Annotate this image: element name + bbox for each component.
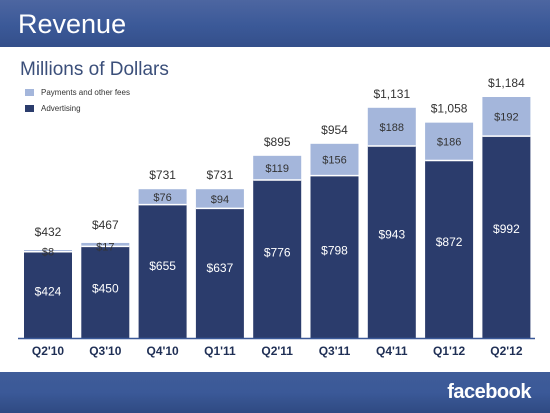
data-label-payments: $94	[211, 194, 229, 206]
bar-payments	[81, 242, 130, 247]
header-bar: Revenue	[0, 0, 550, 47]
x-tick-label: Q4'10	[146, 344, 179, 358]
chart-legend: Payments and other fees Advertising	[25, 86, 130, 118]
data-label-payments: $76	[153, 192, 171, 204]
x-tick-label: Q2'12	[490, 344, 523, 358]
legend-item-advertising: Advertising	[25, 102, 130, 114]
revenue-bar-chart: $424 $8 $432 Q2'10 $450 $17 $467 Q3'10 $655 $76 $7…	[18, 76, 535, 358]
legend-swatch-advertising	[25, 104, 34, 112]
bar-advertising	[138, 204, 187, 338]
legend-label-advertising: Advertising	[41, 103, 81, 113]
data-label-payments: $119	[265, 163, 289, 175]
page-title: Revenue	[18, 9, 127, 39]
x-tick-label: Q2'11	[261, 344, 293, 358]
x-tick-label: Q3'10	[89, 344, 122, 358]
bar-advertising	[195, 208, 244, 338]
data-label-total: $432	[35, 225, 62, 239]
data-label-advertising: $655	[149, 259, 176, 273]
legend-label-payments: Payments and other fees	[41, 87, 130, 97]
x-tick-label: Q1'12	[433, 344, 466, 358]
x-tick-label: Q3'11	[319, 344, 351, 358]
bar-advertising	[81, 246, 130, 338]
data-label-payments: $192	[494, 112, 518, 124]
x-tick-label: Q4'11	[376, 344, 408, 358]
data-label-total: $1,058	[431, 102, 468, 116]
data-label-total: $731	[149, 168, 176, 182]
data-label-payments: $188	[380, 122, 404, 134]
bar-advertising	[310, 175, 359, 338]
data-label-advertising: $450	[92, 282, 119, 296]
bar-advertising	[425, 160, 474, 338]
bar-payments	[253, 155, 302, 181]
bar-advertising	[367, 146, 416, 338]
chart-subtitle: Millions of Dollars	[20, 59, 169, 80]
data-label-payments: $17	[96, 241, 114, 253]
data-label-advertising: $992	[493, 222, 520, 236]
data-label-total: $467	[92, 218, 119, 232]
data-label-advertising: $424	[35, 284, 62, 298]
data-label-advertising: $776	[264, 246, 291, 260]
data-label-payments: $186	[437, 137, 461, 149]
data-label-advertising: $798	[321, 243, 348, 257]
data-label-total: $731	[207, 168, 234, 182]
data-label-payments: $156	[322, 155, 346, 167]
x-tick-label: Q1'11	[204, 344, 236, 358]
bar-payments	[425, 122, 474, 161]
data-label-total: $895	[264, 135, 291, 149]
data-label-advertising: $872	[436, 235, 463, 249]
legend-item-payments: Payments and other fees	[25, 86, 130, 98]
legend-swatch-payments	[25, 88, 34, 96]
bar-payments	[24, 250, 72, 252]
data-label-total: $1,131	[373, 87, 410, 101]
bar-payments	[310, 143, 359, 176]
x-tick-label: Q2'10	[32, 344, 65, 358]
bar-payments	[195, 189, 244, 209]
bar-advertising	[24, 251, 72, 338]
bar-payments	[367, 107, 416, 147]
data-label-advertising: $943	[378, 227, 405, 241]
bar-advertising	[253, 180, 302, 338]
data-label-payments: $8	[42, 247, 54, 259]
facebook-logo: facebook	[447, 381, 531, 403]
data-label-total: $954	[321, 123, 348, 137]
bar-payments	[482, 97, 531, 137]
data-label-total: $1,184	[488, 76, 525, 90]
bar-payments	[138, 189, 187, 205]
bar-advertising	[482, 136, 531, 338]
data-label-advertising: $637	[207, 261, 234, 275]
footer-bar: facebook	[0, 372, 550, 413]
